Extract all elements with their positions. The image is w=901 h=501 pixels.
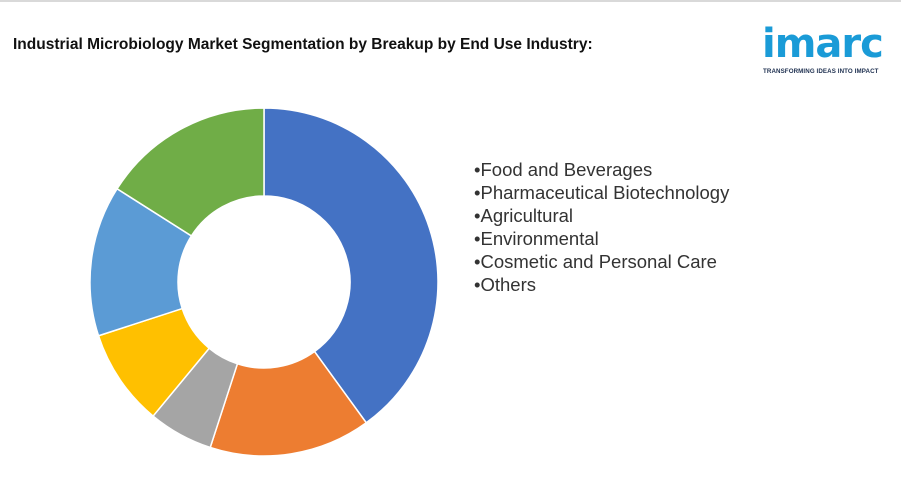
donut-slice-1 [263,107,439,424]
page-title: Industrial Microbiology Market Segmentat… [13,36,593,53]
chart-legend: •Food and Beverages •Pharmaceutical Biote… [474,158,729,296]
imarc-logo: imarc TRANSFORMING IDEAS INTO IMPACT [760,21,884,78]
donut-slice-6 [116,107,265,237]
legend-item: •Agricultural [474,205,574,226]
legend-item: •Others [474,274,536,295]
logo-tagline: TRANSFORMING IDEAS INTO IMPACT [763,68,879,75]
top-divider [0,0,901,2]
legend-item: •Food and Beverages [474,159,653,180]
legend-item: •Pharmaceutical Biotechnology [474,182,730,203]
logo-wordmark: imarc [762,21,884,67]
legend-item: •Environmental [474,228,599,249]
legend-item: •Cosmetic and Personal Care [474,251,717,272]
